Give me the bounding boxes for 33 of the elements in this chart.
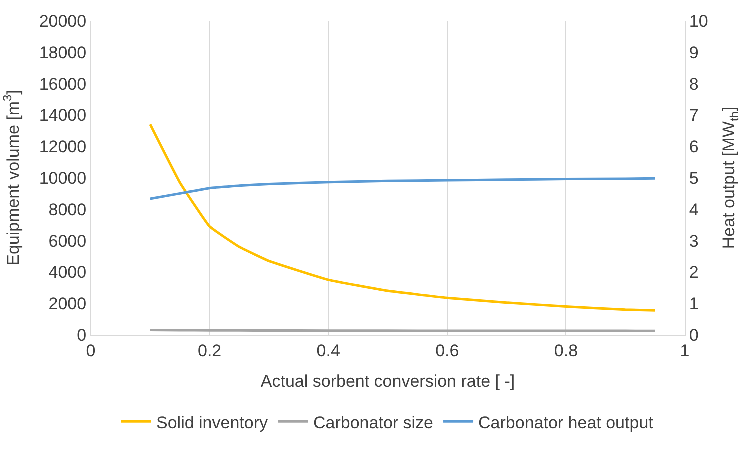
y2-tick-label: 6	[689, 138, 699, 157]
x-tick-label: 0.4	[316, 341, 340, 360]
y2-tick-label: 9	[689, 43, 699, 62]
y2-tick-label: 1	[689, 294, 699, 314]
y2-tick-label: 0	[689, 326, 699, 345]
x-tick-label: 1	[680, 341, 690, 360]
y-tick-label: 2000	[48, 294, 87, 314]
y2-tick-label: 8	[689, 74, 699, 94]
y-tick-label: 16000	[39, 74, 87, 94]
y-tick-label: 6000	[48, 232, 87, 251]
legend-label: Solid inventory	[156, 413, 269, 432]
y2-tick-label: 7	[689, 106, 699, 126]
y2-tick-label: 5	[689, 168, 699, 188]
y-tick-label: 8000	[48, 200, 87, 220]
x-tick-label: 0.2	[198, 341, 222, 360]
y2-tick-label: 10	[689, 12, 708, 31]
y-tick-label: 12000	[39, 138, 87, 157]
y-tick-label: 4000	[48, 263, 87, 282]
line-series	[149, 177, 657, 200]
legend-label: Carbonator heat output	[478, 413, 654, 432]
y-tick-label: 20000	[39, 12, 87, 31]
y2-tick-label: 3	[689, 232, 699, 251]
y2-tick-label: 2	[689, 263, 699, 282]
x-tick-label: 0.6	[436, 341, 460, 360]
y-tick-label: 10000	[39, 168, 87, 188]
line-series	[149, 123, 657, 312]
x-axis-title: Actual sorbent conversion rate [ -]	[260, 372, 516, 391]
y-tick-label: 14000	[39, 106, 87, 126]
x-tick-label: 0.8	[554, 341, 578, 360]
y-tick-label: 0	[77, 326, 87, 345]
y2-tick-label: 4	[689, 200, 699, 220]
legend-label: Carbonator size	[314, 413, 434, 432]
y-tick-label: 18000	[39, 43, 87, 62]
